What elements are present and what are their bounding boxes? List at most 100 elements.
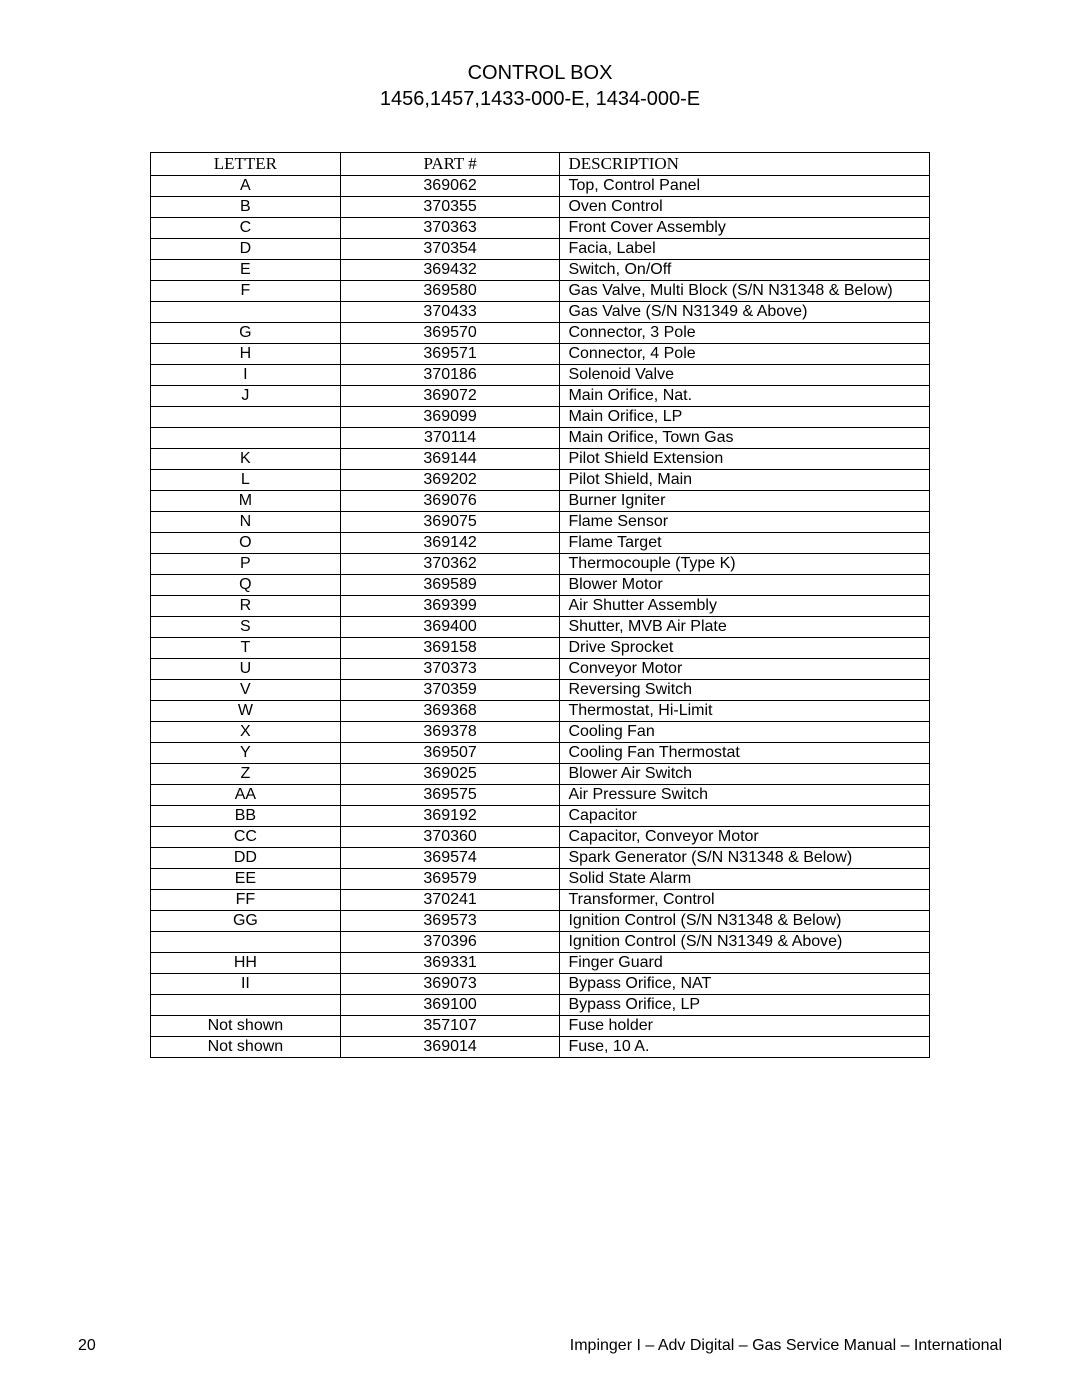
- table-row: II369073Bypass Orifice, NAT: [151, 974, 930, 995]
- table-row: AA369575Air Pressure Switch: [151, 785, 930, 806]
- table-row: U370373Conveyor Motor: [151, 659, 930, 680]
- cell-description: Drive Sprocket: [560, 638, 930, 659]
- cell-part: 369580: [340, 281, 560, 302]
- cell-description: Capacitor, Conveyor Motor: [560, 827, 930, 848]
- cell-part: 369507: [340, 743, 560, 764]
- cell-part: 369331: [340, 953, 560, 974]
- table-row: 370433Gas Valve (S/N N31349 & Above): [151, 302, 930, 323]
- cell-part: 357107: [340, 1016, 560, 1037]
- table-row: C370363Front Cover Assembly: [151, 218, 930, 239]
- cell-part: 369142: [340, 533, 560, 554]
- table-row: D370354Facia, Label: [151, 239, 930, 260]
- cell-letter: DD: [151, 848, 341, 869]
- header-letter: LETTER: [151, 153, 341, 176]
- table-row: FF370241Transformer, Control: [151, 890, 930, 911]
- cell-description: Conveyor Motor: [560, 659, 930, 680]
- cell-part: 370354: [340, 239, 560, 260]
- cell-description: Bypass Orifice, LP: [560, 995, 930, 1016]
- cell-letter: A: [151, 176, 341, 197]
- table-row: X369378Cooling Fan: [151, 722, 930, 743]
- cell-part: 369202: [340, 470, 560, 491]
- cell-part: 370362: [340, 554, 560, 575]
- cell-description: Facia, Label: [560, 239, 930, 260]
- cell-part: 369076: [340, 491, 560, 512]
- cell-part: 369579: [340, 869, 560, 890]
- cell-part: 370360: [340, 827, 560, 848]
- cell-part: 370114: [340, 428, 560, 449]
- cell-part: 369100: [340, 995, 560, 1016]
- title-block: CONTROL BOX 1456,1457,1433-000-E, 1434-0…: [78, 60, 1002, 112]
- table-row: 369099Main Orifice, LP: [151, 407, 930, 428]
- cell-part: 369378: [340, 722, 560, 743]
- cell-description: Front Cover Assembly: [560, 218, 930, 239]
- cell-letter: U: [151, 659, 341, 680]
- cell-description: Gas Valve (S/N N31349 & Above): [560, 302, 930, 323]
- cell-part: 369072: [340, 386, 560, 407]
- table-row: W369368Thermostat, Hi-Limit: [151, 701, 930, 722]
- table-row: GG369573Ignition Control (S/N N31348 & B…: [151, 911, 930, 932]
- table-row: Q369589Blower Motor: [151, 575, 930, 596]
- cell-letter: Q: [151, 575, 341, 596]
- cell-part: 370241: [340, 890, 560, 911]
- cell-letter: H: [151, 344, 341, 365]
- cell-description: Spark Generator (S/N N31348 & Below): [560, 848, 930, 869]
- table-row: CC370360Capacitor, Conveyor Motor: [151, 827, 930, 848]
- footer-text: Impinger I – Adv Digital – Gas Service M…: [570, 1337, 1002, 1355]
- cell-description: Main Orifice, Town Gas: [560, 428, 930, 449]
- cell-part: 369062: [340, 176, 560, 197]
- cell-letter: [151, 995, 341, 1016]
- cell-description: Solenoid Valve: [560, 365, 930, 386]
- cell-letter: T: [151, 638, 341, 659]
- cell-letter: BB: [151, 806, 341, 827]
- cell-letter: M: [151, 491, 341, 512]
- table-row: K369144Pilot Shield Extension: [151, 449, 930, 470]
- table-row: 369100Bypass Orifice, LP: [151, 995, 930, 1016]
- table-body: A369062Top, Control PanelB370355Oven Con…: [151, 176, 930, 1058]
- cell-letter: [151, 302, 341, 323]
- cell-part: 370355: [340, 197, 560, 218]
- table-row: EE369579Solid State Alarm: [151, 869, 930, 890]
- table-header-row: LETTER PART # DESCRIPTION: [151, 153, 930, 176]
- cell-letter: HH: [151, 953, 341, 974]
- cell-description: Shutter, MVB Air Plate: [560, 617, 930, 638]
- cell-description: Finger Guard: [560, 953, 930, 974]
- cell-part: 370396: [340, 932, 560, 953]
- cell-part: 369399: [340, 596, 560, 617]
- cell-letter: P: [151, 554, 341, 575]
- page-container: CONTROL BOX 1456,1457,1433-000-E, 1434-0…: [0, 0, 1080, 1397]
- cell-description: Cooling Fan Thermostat: [560, 743, 930, 764]
- cell-description: Oven Control: [560, 197, 930, 218]
- cell-letter: K: [151, 449, 341, 470]
- cell-description: Air Pressure Switch: [560, 785, 930, 806]
- cell-letter: II: [151, 974, 341, 995]
- cell-description: Switch, On/Off: [560, 260, 930, 281]
- table-row: B370355Oven Control: [151, 197, 930, 218]
- cell-letter: J: [151, 386, 341, 407]
- table-row: DD369574Spark Generator (S/N N31348 & Be…: [151, 848, 930, 869]
- table-row: Y369507Cooling Fan Thermostat: [151, 743, 930, 764]
- cell-part: 369400: [340, 617, 560, 638]
- cell-letter: F: [151, 281, 341, 302]
- cell-letter: [151, 932, 341, 953]
- table-row: N369075Flame Sensor: [151, 512, 930, 533]
- table-row: Not shown369014Fuse, 10 A.: [151, 1037, 930, 1058]
- table-row: BB369192Capacitor: [151, 806, 930, 827]
- table-row: S369400Shutter, MVB Air Plate: [151, 617, 930, 638]
- cell-description: Main Orifice, LP: [560, 407, 930, 428]
- cell-part: 369432: [340, 260, 560, 281]
- parts-table: LETTER PART # DESCRIPTION A369062Top, Co…: [150, 152, 930, 1058]
- table-row: P370362Thermocouple (Type K): [151, 554, 930, 575]
- cell-part: 369571: [340, 344, 560, 365]
- cell-description: Burner Igniter: [560, 491, 930, 512]
- cell-part: 369075: [340, 512, 560, 533]
- cell-description: Connector, 4 Pole: [560, 344, 930, 365]
- table-row: 370114Main Orifice, Town Gas: [151, 428, 930, 449]
- cell-part: 369574: [340, 848, 560, 869]
- table-row: Not shown357107Fuse holder: [151, 1016, 930, 1037]
- table-row: R369399Air Shutter Assembly: [151, 596, 930, 617]
- cell-letter: AA: [151, 785, 341, 806]
- cell-letter: S: [151, 617, 341, 638]
- cell-description: Air Shutter Assembly: [560, 596, 930, 617]
- table-row: G369570Connector, 3 Pole: [151, 323, 930, 344]
- cell-description: Pilot Shield Extension: [560, 449, 930, 470]
